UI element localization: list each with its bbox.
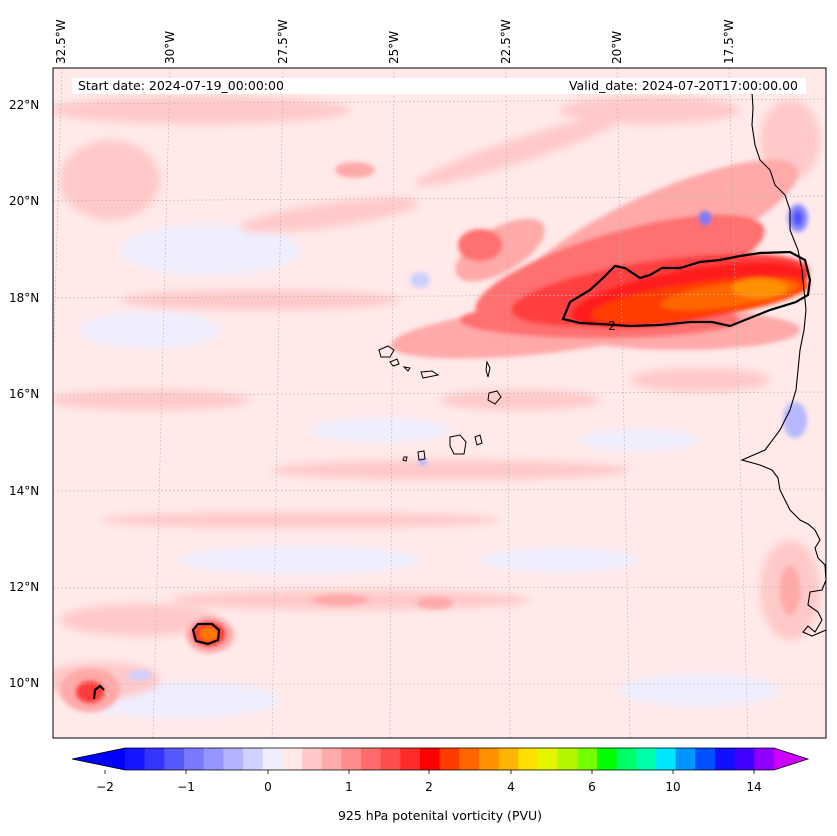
colorbar-segment <box>400 748 421 770</box>
colorbar-segment <box>479 748 500 770</box>
lon-label: 32.5°W <box>54 19 68 64</box>
colorbar-segment <box>302 748 323 770</box>
map-frame <box>52 67 827 739</box>
colorbar-segment <box>420 748 441 770</box>
colorbar-segment <box>341 748 362 770</box>
colorbar-segment <box>164 748 185 770</box>
colorbar-segment <box>754 748 775 770</box>
lat-label: 22°N <box>9 98 40 112</box>
colorbar-segment <box>125 748 146 770</box>
colorbar-tick-label: −2 <box>96 780 114 794</box>
lon-label: 30°W <box>163 30 177 64</box>
colorbar-segment <box>361 748 382 770</box>
colorbar-tick-label: 14 <box>746 780 762 794</box>
african-coastline <box>740 79 826 637</box>
colorbar-tick-label: 4 <box>507 780 515 794</box>
lon-label: 22.5°W <box>499 19 513 64</box>
colorbar-segment <box>439 748 460 770</box>
colorbar-segment <box>577 748 598 770</box>
colorbar-segment <box>262 748 283 770</box>
pv-2-contour <box>92 250 812 700</box>
colorbar-segment <box>597 748 618 770</box>
colorbar-segment <box>282 748 303 770</box>
colorbar-title: 925 hPa potenital vorticity (PVU) <box>337 808 543 823</box>
lat-label: 10°N <box>9 676 40 690</box>
colorbar-segment <box>380 748 401 770</box>
lat-label: 16°N <box>9 387 40 401</box>
colorbar-segment <box>498 748 519 770</box>
colorbar-segment <box>321 748 342 770</box>
lat-label: 18°N <box>9 291 40 305</box>
start-date-label: Start date: 2024-07-19_00:00:00 <box>72 78 318 94</box>
lon-label: 20°W <box>610 30 624 64</box>
colorbar-segment <box>695 748 716 770</box>
colorbar-tick-label: 2 <box>425 780 433 794</box>
colorbar-tick-label: −1 <box>177 780 195 794</box>
colorbar-segment <box>616 748 637 770</box>
colorbar-segment <box>636 748 657 770</box>
colorbar-tick-label: 1 <box>345 780 353 794</box>
colorbar-segment <box>715 748 736 770</box>
colorbar <box>71 747 810 774</box>
colorbar-tick-label: 6 <box>588 780 596 794</box>
colorbar-segment <box>656 748 677 770</box>
colorbar-tick-label: 10 <box>665 780 681 794</box>
graticule <box>53 68 826 738</box>
colorbar-segment <box>734 748 755 770</box>
colorbar-segment <box>223 748 244 770</box>
lon-label: 25°W <box>387 30 401 64</box>
colorbar-extend-low <box>72 748 125 770</box>
cape-verde-islands <box>378 345 502 462</box>
colorbar-tick-label: 0 <box>264 780 272 794</box>
lon-label: 17.5°W <box>722 19 736 64</box>
colorbar-segment <box>557 748 578 770</box>
colorbar-segment <box>243 748 264 770</box>
colorbar-segment <box>518 748 539 770</box>
colorbar-segment <box>675 748 696 770</box>
colorbar-outline <box>71 747 810 771</box>
colorbar-segment <box>538 748 559 770</box>
colorbar-segment <box>459 748 480 770</box>
colorbar-extend-high <box>774 748 808 770</box>
colorbar-segment <box>184 748 205 770</box>
colorbar-segment <box>144 748 165 770</box>
lat-label: 20°N <box>9 194 40 208</box>
lat-label: 14°N <box>9 484 40 498</box>
valid-date-label: Valid_date: 2024-07-20T17:00:00.00 <box>316 78 806 94</box>
contour-label: 2 <box>608 319 616 333</box>
lat-label: 12°N <box>9 580 40 594</box>
pv-field: 2 <box>53 68 826 738</box>
colorbar-segment <box>203 748 224 770</box>
lon-label: 27.5°W <box>276 19 290 64</box>
